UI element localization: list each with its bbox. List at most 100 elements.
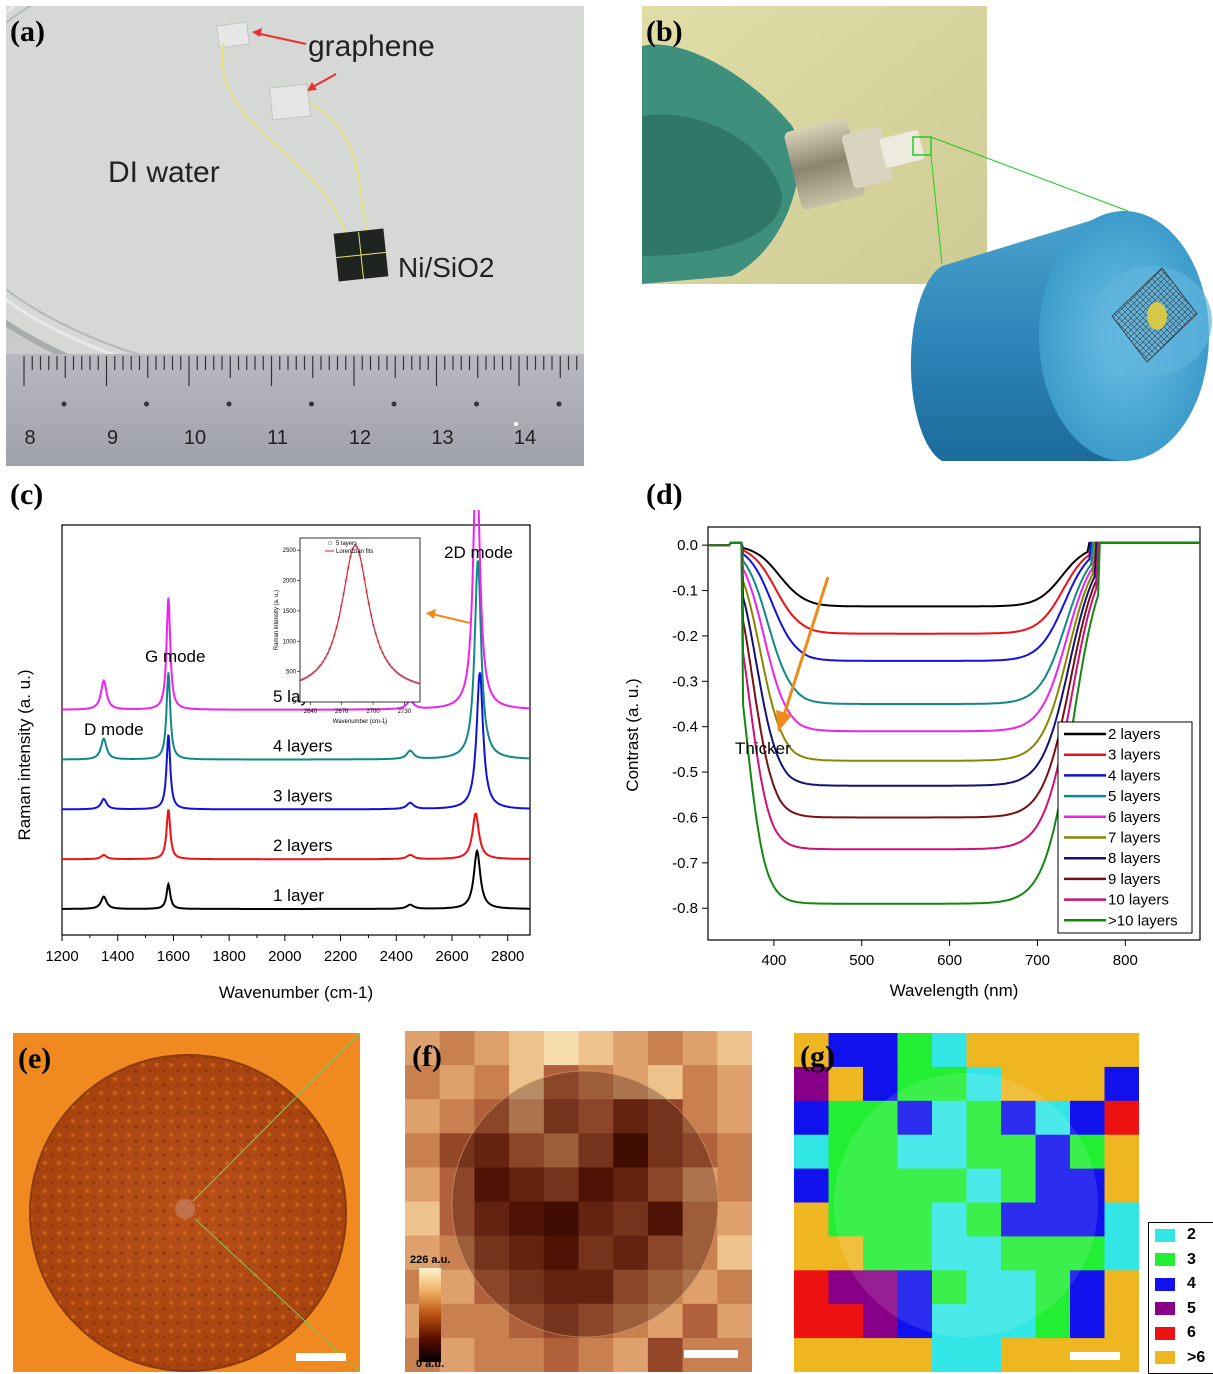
d-ytick-label: -0.4	[672, 719, 698, 736]
inset-ytick-label: 1000	[283, 639, 297, 645]
intensity-pixel	[613, 1201, 649, 1237]
intensity-pixel	[474, 1099, 510, 1134]
layer-pixel	[1070, 1236, 1105, 1271]
intensity-pixel	[509, 1133, 545, 1168]
petri-dish-photo: 8 9 10 11 12 13 14	[6, 6, 584, 466]
layer-pixel	[966, 1270, 1002, 1305]
intensity-pixel	[405, 1065, 441, 1100]
panel-e-label: (e)	[18, 1042, 52, 1075]
ruler-dot	[556, 401, 562, 407]
intensity-pixel	[578, 1167, 614, 1202]
inset-data-point	[312, 670, 316, 674]
layer-legend-item: 6	[1149, 1321, 1213, 1346]
inset-ytick-label: 2500	[283, 548, 297, 554]
intensity-pixel	[647, 1065, 684, 1100]
layer-pixel	[1070, 1270, 1105, 1305]
panel-g-layer-map	[794, 1033, 1139, 1372]
d-legend-label: 10 layers	[1108, 892, 1169, 909]
inset-data-point	[385, 659, 389, 663]
inset-data-point	[321, 660, 325, 664]
d-legend-label: 9 layers	[1108, 871, 1161, 888]
panel-g-label: (g)	[800, 1040, 835, 1073]
d-legend-box	[1057, 721, 1193, 934]
inset-xtick-label: 2670	[335, 709, 349, 715]
layer-pixel	[932, 1033, 967, 1068]
layer-pixel	[932, 1304, 967, 1339]
layer-pixel	[1070, 1202, 1105, 1237]
raman-series-line	[62, 848, 530, 910]
layer-pixel	[794, 1304, 829, 1339]
layer-pixel	[932, 1134, 967, 1170]
intensity-pixel	[543, 1235, 579, 1271]
layer-legend-item: 5	[1149, 1297, 1213, 1322]
intensity-pixel	[509, 1337, 545, 1372]
intensity-pixel	[474, 1235, 510, 1271]
ruler-dot	[474, 401, 479, 407]
intensity-pixel	[578, 1303, 614, 1339]
ruler-label: 14	[514, 427, 536, 449]
layer-pixel	[897, 1168, 933, 1203]
layer-pixel	[794, 1236, 829, 1271]
intensity-pixel	[509, 1065, 545, 1100]
d-xtick-label: 700	[1025, 952, 1050, 969]
d-ytick-label: -0.6	[672, 809, 698, 826]
layer-pixel	[966, 1202, 1002, 1237]
layer-pixel	[1001, 1338, 1036, 1372]
intensity-pixel	[647, 1337, 684, 1372]
intensity-pixel	[647, 1269, 684, 1305]
layer-legend-item: 2	[1149, 1223, 1213, 1248]
c-xtick-label: 2200	[324, 948, 357, 965]
d-legend-label: 6 layers	[1108, 809, 1161, 826]
layer-pixel	[1001, 1033, 1036, 1068]
intensity-pixel	[717, 1303, 752, 1339]
layer-pixel	[932, 1168, 967, 1203]
layer-pixel	[828, 1100, 864, 1136]
layer-pixel	[1001, 1168, 1036, 1203]
layer-legend-swatch	[1155, 1302, 1175, 1316]
layer-pixel	[828, 1134, 864, 1170]
layer-pixel	[1104, 1066, 1139, 1102]
d-legend-label: 5 layers	[1108, 788, 1161, 805]
d-ytick-label: -0.3	[672, 673, 698, 690]
layer-pixel	[897, 1100, 933, 1136]
intensity-pixel	[613, 1031, 649, 1066]
microscope-image	[13, 1033, 360, 1372]
layer-pixel	[1070, 1134, 1105, 1170]
ruler-label: 9	[107, 427, 118, 449]
layer-pixel	[1035, 1100, 1071, 1136]
intensity-pixel	[439, 1031, 475, 1066]
layer-legend-label: 6	[1187, 1324, 1196, 1342]
d-xtick-label: 600	[937, 952, 962, 969]
layer-pixel	[828, 1066, 864, 1102]
intensity-pixel	[509, 1031, 545, 1066]
layer-pixel	[1070, 1304, 1105, 1339]
ni-sio2-label: Ni/SiO2	[398, 252, 495, 283]
d-ytick-label: -0.7	[672, 855, 698, 872]
layer-pixel	[1070, 1033, 1105, 1068]
ruler-label: 11	[267, 427, 288, 449]
inset-data-point	[316, 666, 320, 670]
inset-data-point	[401, 675, 405, 679]
series-label: 1 layer	[273, 886, 324, 905]
intensity-pixel	[543, 1133, 579, 1168]
layer-pixel	[897, 1066, 933, 1102]
c-xtick-label: 1600	[157, 948, 190, 965]
layer-pixel	[828, 1270, 864, 1305]
intensity-pixel	[613, 1167, 649, 1202]
layer-pixel	[828, 1033, 864, 1068]
intensity-pixel	[474, 1337, 510, 1372]
inset-xtick-label: 2730	[398, 709, 412, 715]
layer-legend-swatch	[1155, 1326, 1175, 1340]
layer-pixel	[1001, 1134, 1036, 1170]
intensity-pixel	[578, 1031, 614, 1066]
layer-legend-item: 4	[1149, 1272, 1213, 1297]
contrast-series-line	[708, 541, 1200, 905]
intensity-pixel	[647, 1167, 684, 1202]
raman-series-line	[62, 672, 531, 811]
inset-legend-fit: Lorentzian fits	[336, 549, 373, 555]
intensity-pixel	[439, 1099, 475, 1134]
ruler-dot	[391, 401, 397, 407]
intensity-pixel	[647, 1133, 684, 1168]
inset-ytick-label: 500	[286, 670, 297, 676]
intensity-pixel	[474, 1201, 510, 1237]
